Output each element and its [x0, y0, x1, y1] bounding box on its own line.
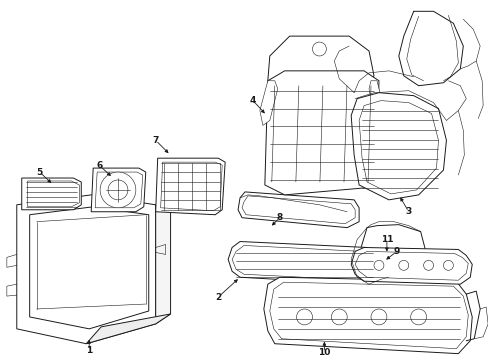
Text: 6: 6 — [96, 161, 102, 170]
Polygon shape — [156, 200, 171, 324]
Circle shape — [313, 42, 326, 56]
Polygon shape — [361, 225, 427, 277]
Polygon shape — [351, 247, 472, 284]
Circle shape — [331, 309, 347, 325]
Circle shape — [424, 260, 434, 270]
Polygon shape — [156, 158, 225, 215]
Circle shape — [296, 309, 313, 325]
Text: 8: 8 — [276, 213, 283, 222]
Polygon shape — [228, 242, 381, 284]
Text: 11: 11 — [381, 235, 393, 244]
Polygon shape — [22, 178, 81, 210]
Polygon shape — [17, 195, 156, 344]
Text: 3: 3 — [406, 207, 412, 216]
Polygon shape — [242, 196, 355, 224]
Text: 4: 4 — [250, 96, 256, 105]
Polygon shape — [30, 207, 149, 329]
Polygon shape — [270, 282, 468, 349]
Polygon shape — [86, 314, 171, 344]
Polygon shape — [95, 172, 143, 208]
Polygon shape — [351, 93, 446, 200]
Circle shape — [100, 172, 136, 208]
Text: 9: 9 — [393, 247, 400, 256]
Polygon shape — [260, 81, 278, 125]
Text: 10: 10 — [318, 348, 331, 357]
Text: 2: 2 — [215, 293, 221, 302]
Polygon shape — [359, 100, 439, 194]
Circle shape — [411, 309, 427, 325]
Polygon shape — [355, 251, 468, 280]
Polygon shape — [91, 168, 146, 212]
Text: 1: 1 — [86, 346, 92, 355]
Circle shape — [371, 309, 387, 325]
Polygon shape — [268, 36, 374, 105]
Polygon shape — [161, 162, 222, 211]
Polygon shape — [28, 181, 79, 207]
Polygon shape — [265, 71, 379, 195]
Circle shape — [443, 260, 453, 270]
Polygon shape — [238, 192, 359, 228]
Text: 7: 7 — [152, 136, 159, 145]
Text: 5: 5 — [36, 167, 43, 176]
Circle shape — [374, 260, 384, 270]
Circle shape — [108, 180, 128, 200]
Polygon shape — [369, 81, 384, 122]
Circle shape — [399, 260, 409, 270]
Polygon shape — [232, 246, 377, 280]
Polygon shape — [264, 277, 472, 354]
